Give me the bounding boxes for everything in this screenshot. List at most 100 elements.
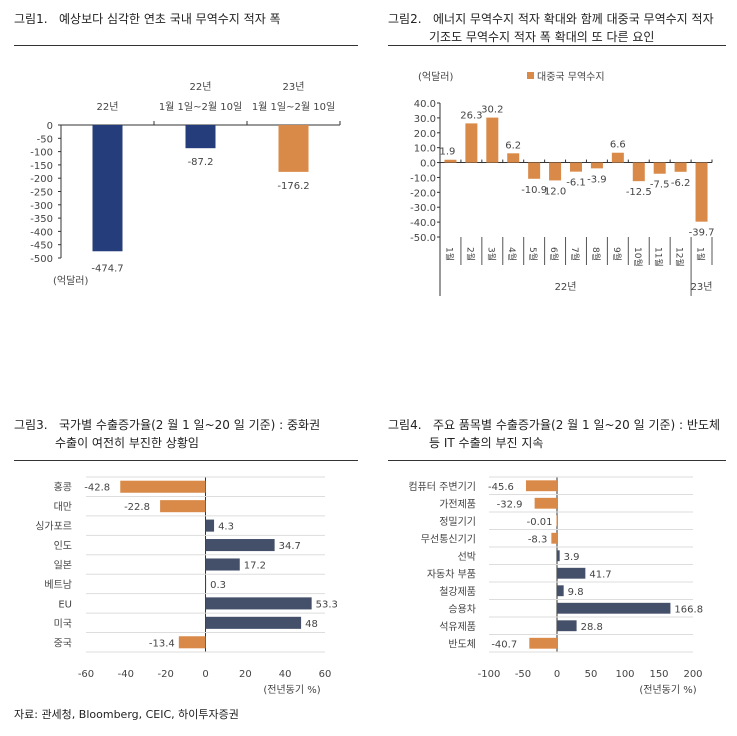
c4-category-label: 자동차 부품 — [427, 568, 476, 580]
c1-unit-label: (억달러) — [53, 275, 89, 287]
c2-value-label: 6.6 — [610, 140, 626, 151]
chart4-title-line2: 등 IT 수출의 부진 지속 — [429, 436, 544, 450]
c4-x-tick-label: -50 — [515, 669, 531, 680]
c4-category-label: 정밀기기 — [439, 516, 476, 528]
c3-bar — [120, 480, 206, 493]
c4-bar — [557, 550, 560, 562]
c2-category-label: 11월 — [653, 247, 665, 267]
c1-y-tick-label: -300 — [30, 201, 53, 212]
c2-bar — [611, 152, 624, 163]
c1-y-tick-label: -400 — [30, 227, 53, 238]
c4-category-label: 가전제품 — [439, 498, 476, 510]
c4-category-label: 컴퓨터 주변기기 — [408, 481, 476, 493]
c3-bar — [178, 636, 206, 649]
c2-value-label: 6.2 — [505, 140, 521, 151]
c2-value-label: 26.3 — [460, 110, 482, 121]
c3-bar — [160, 500, 206, 513]
c2-group-label: 22년 — [555, 281, 577, 293]
c4-value-label: -32.9 — [497, 499, 523, 510]
c3-value-label: 0.3 — [210, 580, 226, 591]
c2-value-label: -3.9 — [587, 174, 607, 185]
chart2-rule — [388, 45, 726, 46]
c4-x-tick-label: 200 — [683, 669, 702, 680]
c2-y-tick-label: -10.0 — [410, 173, 436, 184]
c1-y-tick-label: -200 — [30, 174, 53, 185]
c1-value-label: -87.2 — [188, 157, 214, 168]
c4-x-tick-label: -100 — [478, 669, 501, 680]
c4-category-label: 석유제품 — [439, 621, 476, 633]
c3-x-tick-label: 60 — [319, 669, 332, 680]
chart4-title-text: 주요 품목별 수출증가율(2 월 1 일~20 일 기준) : 반도체 — [432, 418, 721, 432]
c2-bar — [570, 162, 582, 172]
c2-category-label: 3월 — [485, 247, 497, 261]
c4-category-label: 승용차 — [448, 603, 476, 615]
c2-value-label: -12.5 — [626, 187, 652, 198]
c3-value-label: 53.3 — [316, 599, 338, 610]
chart3-number: 그림3. — [14, 418, 48, 432]
c4-value-label: -0.01 — [527, 517, 553, 528]
c4-bar — [557, 602, 671, 614]
c4-value-label: -45.6 — [488, 482, 514, 493]
chart1-title: 그림1. 예상보다 심각한 연초 국내 무역수지 적자 폭 — [14, 10, 281, 28]
chart1-rule — [14, 45, 358, 46]
c3-bar — [205, 577, 207, 590]
c2-category-label: 1월 — [695, 247, 707, 261]
c4-value-label: 28.8 — [581, 622, 603, 633]
c2-bar — [695, 162, 708, 222]
chart1-title-text: 예상보다 심각한 연초 국내 무역수지 적자 폭 — [58, 12, 281, 26]
c4-x-tick-label: 50 — [585, 669, 598, 680]
c2-bar — [465, 123, 478, 163]
c4-value-label: 3.9 — [564, 552, 580, 563]
c2-category-label: 1월 — [443, 247, 455, 261]
c3-x-tick-label: 40 — [279, 669, 292, 680]
c1-category-label: 1월 1일~2월 10일 — [159, 101, 242, 113]
c2-category-label: 8월 — [590, 247, 602, 261]
c2-value-label: -6.1 — [566, 178, 586, 189]
c3-value-label: 48 — [305, 619, 318, 630]
c2-category-label: 10월 — [632, 247, 644, 267]
c2-y-tick-label: -30.0 — [410, 203, 436, 214]
c2-bar — [486, 117, 499, 163]
chart2-number: 그림2. — [388, 12, 422, 26]
c2-bar — [632, 162, 645, 182]
chart4-number: 그림4. — [388, 418, 422, 432]
chart3-title-line2: 수출이 여전히 부진한 상황임 — [55, 436, 199, 450]
c1-y-tick-label: -500 — [30, 254, 53, 265]
c2-value-label: -10.9 — [521, 185, 547, 196]
c1-category-label: 22년 — [97, 101, 119, 113]
c2-value-label: 12.0 — [544, 186, 566, 197]
c4-value-label: 41.7 — [589, 569, 611, 580]
c2-category-label: 2월 — [464, 247, 476, 261]
c3-x-tick-label: -40 — [118, 669, 134, 680]
c2-y-tick-label: 0.0 — [420, 159, 436, 170]
c2-bar — [674, 162, 687, 172]
c2-value-label: -7.5 — [650, 180, 670, 191]
c3-x-tick-label: -20 — [157, 669, 173, 680]
c4-value-label: -8.3 — [528, 534, 548, 545]
c3-category-label: 중국 — [54, 637, 72, 649]
c2-bar — [549, 162, 562, 181]
c4-x-tick-label: 0 — [554, 669, 560, 680]
c2-category-label: 6월 — [548, 247, 560, 261]
c3-category-label: 인도 — [54, 540, 72, 552]
c1-bar — [278, 125, 309, 172]
c4-bar — [557, 620, 577, 632]
c1-category-label: 1월 1일~2월 10일 — [252, 101, 335, 113]
chart2-title: 그림2. 에너지 무역수지 적자 확대와 함께 대중국 무역수지 적자 기조도 무… — [388, 10, 714, 46]
c1-y-tick-label: -150 — [30, 161, 53, 172]
c3-category-label: 일본 — [54, 560, 72, 572]
c2-unit-label: (억달러) — [418, 71, 454, 83]
chart4-title: 그림4. 주요 품목별 수출증가율(2 월 1 일~20 일 기준) : 반도체… — [388, 416, 720, 452]
c2-y-tick-label: 30.0 — [414, 114, 436, 125]
c3-category-label: 홍콩 — [54, 481, 72, 494]
c1-category-label-line1: 22년 — [190, 81, 212, 93]
c4-bar — [534, 497, 557, 509]
c3-bar — [205, 597, 312, 610]
c4-value-label: 166.8 — [674, 604, 703, 615]
c2-bar — [507, 153, 520, 163]
chart2-title-text: 에너지 무역수지 적자 확대와 함께 대중국 무역수지 적자 — [432, 12, 714, 26]
c1-value-label: -176.2 — [277, 181, 309, 192]
c1-category-label-line1: 23년 — [283, 81, 305, 93]
